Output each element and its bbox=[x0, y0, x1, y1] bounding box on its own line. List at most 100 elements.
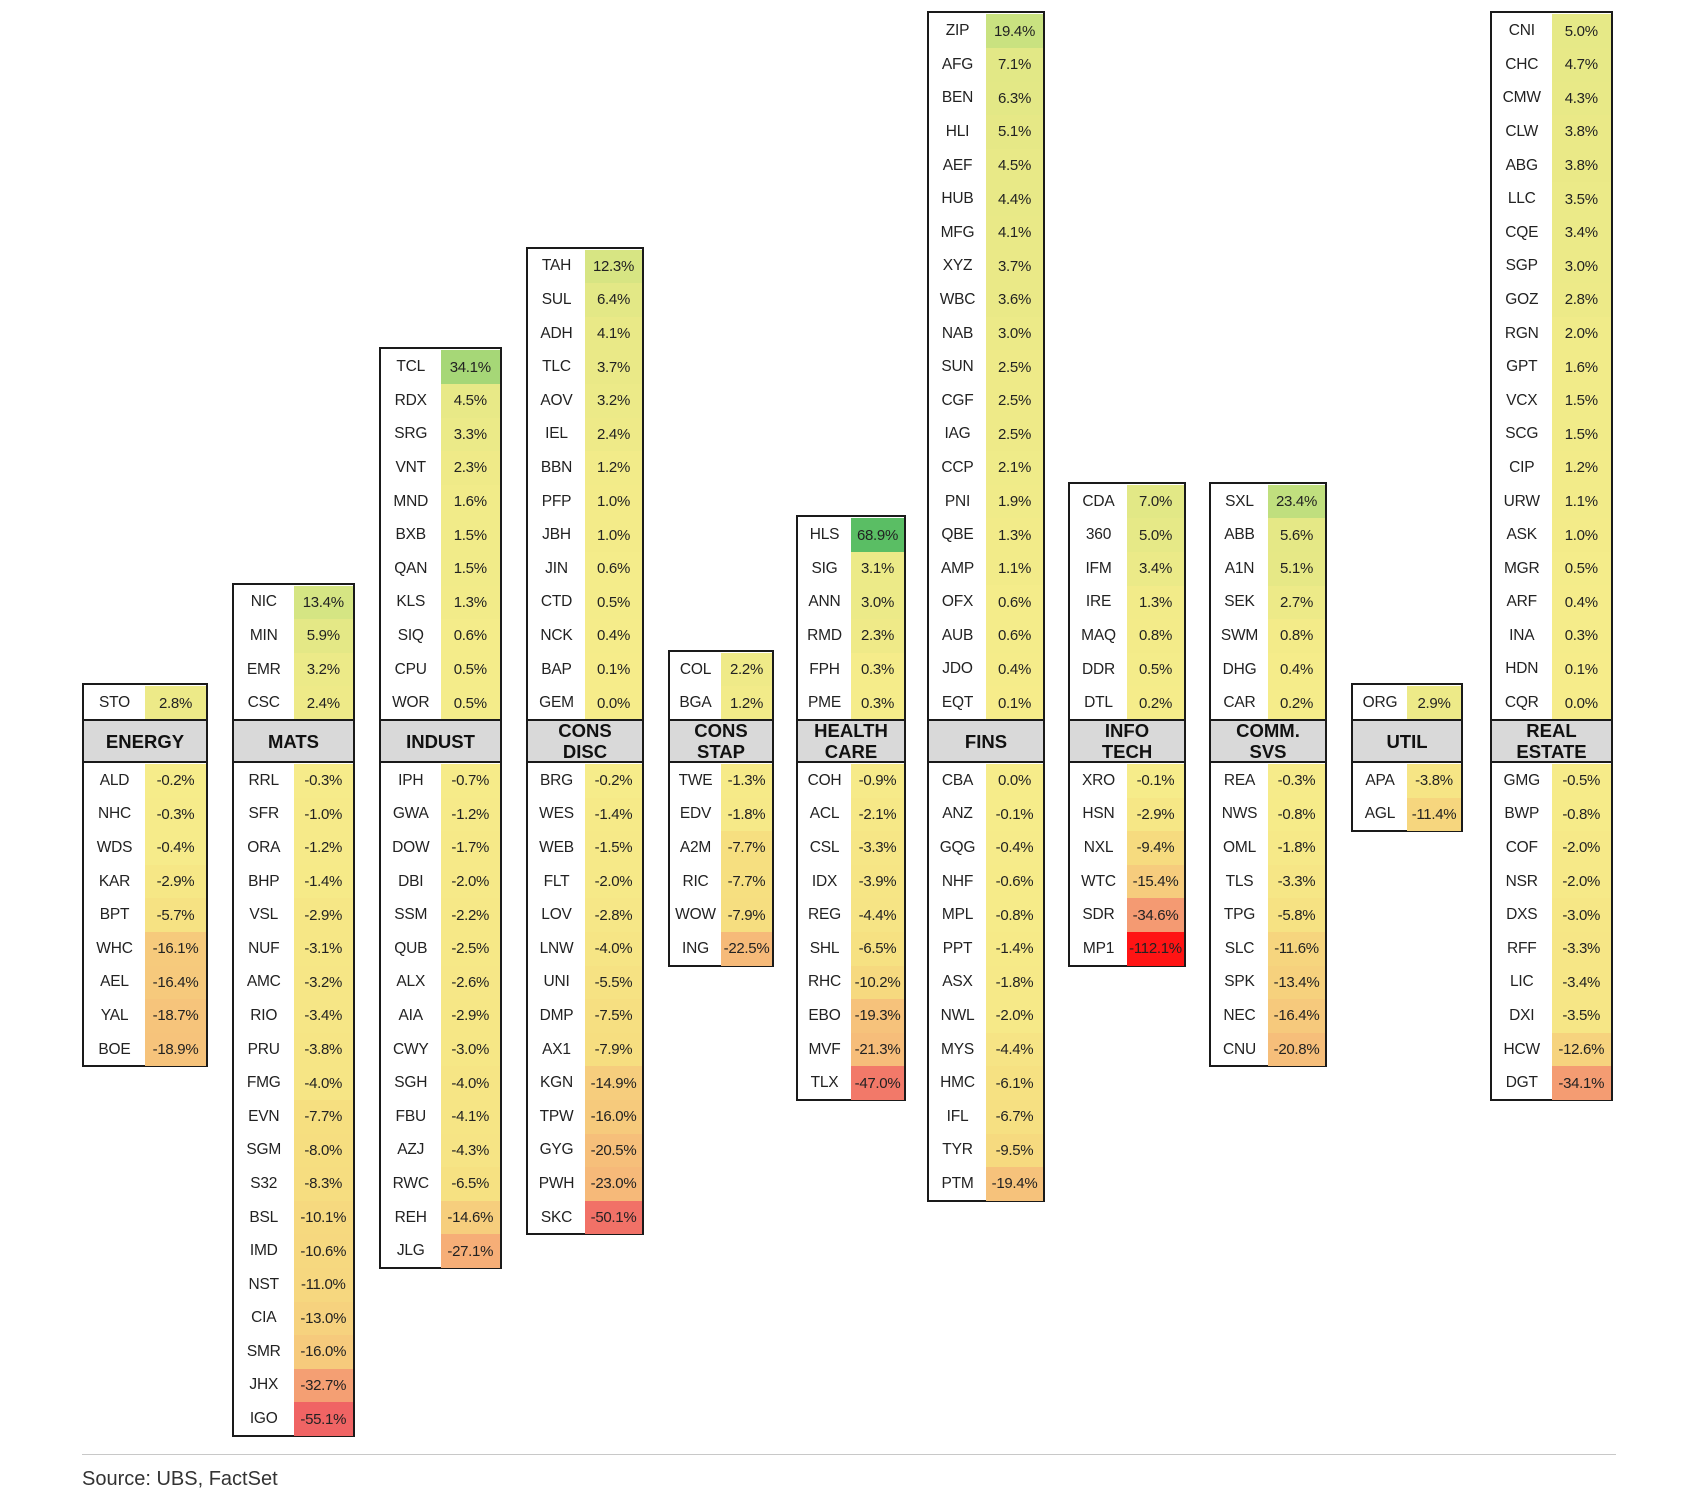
stock-return-cell: 1.9% bbox=[986, 484, 1043, 519]
stock-return-cell: 23.4% bbox=[1268, 484, 1325, 519]
stock-ticker: UNI bbox=[543, 973, 570, 991]
stock-ticker: CPU bbox=[394, 660, 427, 678]
stock-row: IMD -10.6% bbox=[234, 1234, 353, 1268]
stock-row: GWA -1.2% bbox=[381, 797, 500, 832]
stock-row: AUB 0.6% bbox=[929, 619, 1043, 653]
stock-row: TPW -16.0% bbox=[528, 1099, 642, 1134]
stock-row: NEC -16.4% bbox=[1211, 999, 1325, 1033]
stock-row: GQG -0.4% bbox=[929, 831, 1043, 865]
stock-return-cell: -16.0% bbox=[585, 1099, 642, 1134]
stock-return-cell: -4.3% bbox=[440, 1133, 500, 1168]
stock-row: IFM 3.4% bbox=[1070, 551, 1184, 586]
stock-return-cell: 0.5% bbox=[585, 585, 642, 620]
stock-return-cell: 0.4% bbox=[1551, 585, 1611, 620]
stock-return-cell: -2.6% bbox=[440, 965, 500, 1000]
stock-ticker: EMR bbox=[246, 660, 281, 678]
stock-return-cell: 1.0% bbox=[1551, 518, 1611, 552]
stock-ticker: IEL bbox=[545, 425, 568, 443]
stock-return-cell: 5.9% bbox=[293, 619, 353, 653]
stock-return-cell: 1.6% bbox=[1551, 350, 1611, 384]
stock-return-cell: -5.7% bbox=[145, 898, 206, 932]
stock-return-cell: 1.6% bbox=[440, 484, 500, 519]
stock-row: PTM -19.4% bbox=[929, 1167, 1043, 1201]
stock-return-cell: 2.5% bbox=[986, 383, 1043, 418]
stock-ticker: FMG bbox=[246, 1074, 281, 1092]
stock-return-cell: 6.3% bbox=[986, 81, 1043, 116]
stock-ticker: TLS bbox=[1225, 872, 1254, 890]
stock-ticker: NXL bbox=[1083, 838, 1114, 856]
stock-return-cell: 2.9% bbox=[1407, 686, 1461, 720]
source-divider bbox=[82, 1454, 1616, 1455]
stock-row: AOV 3.2% bbox=[528, 383, 642, 418]
stock-row: CPU 0.5% bbox=[381, 652, 500, 687]
stock-return-cell: -2.0% bbox=[986, 999, 1043, 1033]
stock-ticker: COH bbox=[807, 771, 842, 789]
stock-row: FPH 0.3% bbox=[798, 652, 904, 687]
stock-ticker: DTL bbox=[1084, 694, 1113, 712]
stock-return-cell: -14.6% bbox=[440, 1200, 500, 1235]
stock-ticker: KAR bbox=[98, 872, 131, 890]
stock-row: PME 0.3% bbox=[798, 686, 904, 720]
stock-ticker: BOE bbox=[98, 1040, 131, 1058]
stock-row: PPT -1.4% bbox=[929, 931, 1043, 966]
stock-ticker: BBN bbox=[540, 458, 573, 476]
stock-row: MGR 0.5% bbox=[1492, 551, 1611, 586]
stock-row: COH -0.9% bbox=[798, 764, 904, 798]
stock-ticker: WDS bbox=[96, 838, 133, 856]
stock-ticker: PPT bbox=[942, 939, 973, 957]
stock-return-cell: -2.0% bbox=[585, 864, 642, 899]
stock-return-cell: 0.1% bbox=[1551, 652, 1611, 687]
stock-return-cell: -7.5% bbox=[585, 999, 642, 1033]
sector-cons-stap-gainers: COL 2.2% BGA 1.2% bbox=[668, 649, 774, 721]
stock-row: IPH -0.7% bbox=[381, 764, 500, 798]
stock-ticker: SMR bbox=[246, 1342, 281, 1360]
stock-row: SDR -34.6% bbox=[1070, 898, 1184, 932]
stock-return-cell: -3.4% bbox=[293, 999, 353, 1033]
stock-return-cell: -23.0% bbox=[585, 1167, 642, 1201]
stock-return-cell: -20.5% bbox=[585, 1133, 642, 1168]
stock-return-cell: 0.3% bbox=[1551, 619, 1611, 653]
stock-row: BAP 0.1% bbox=[528, 652, 642, 687]
stock-row: LOV -2.8% bbox=[528, 898, 642, 932]
stock-ticker: COF bbox=[1505, 838, 1538, 856]
stock-ticker: ABG bbox=[1505, 156, 1538, 174]
stock-return-cell: 2.8% bbox=[1551, 283, 1611, 317]
stock-ticker: SPK bbox=[1224, 973, 1255, 991]
stock-return-cell: -2.8% bbox=[585, 898, 642, 932]
stock-return-cell: 5.0% bbox=[1127, 518, 1184, 552]
stock-return-cell: -11.6% bbox=[1268, 931, 1325, 966]
stock-row: BWP -0.8% bbox=[1492, 797, 1611, 832]
stock-row: A1N 5.1% bbox=[1211, 551, 1325, 586]
stock-ticker: IGO bbox=[249, 1410, 278, 1428]
stock-return-cell: -1.7% bbox=[440, 831, 500, 865]
stock-row: CNU -20.8% bbox=[1211, 1032, 1325, 1067]
stock-ticker: RDX bbox=[394, 391, 427, 409]
stock-row: TLX -47.0% bbox=[798, 1066, 904, 1100]
stock-row: EQT 0.1% bbox=[929, 686, 1043, 720]
stock-return-cell: 0.6% bbox=[986, 585, 1043, 620]
stock-ticker: MGR bbox=[1503, 559, 1540, 577]
stock-return-cell: 34.1% bbox=[440, 350, 500, 384]
stock-row: EDV -1.8% bbox=[670, 797, 772, 832]
stock-ticker: DGT bbox=[1505, 1074, 1538, 1092]
sector-header-info-tech: INFO TECH bbox=[1068, 719, 1186, 763]
stock-ticker: SFR bbox=[248, 805, 280, 823]
stock-return-cell: 4.1% bbox=[585, 316, 642, 351]
stock-row: SUN 2.5% bbox=[929, 350, 1043, 384]
stock-return-cell: 2.0% bbox=[1551, 316, 1611, 351]
stock-row: BSL -10.1% bbox=[234, 1200, 353, 1235]
stock-ticker: HLI bbox=[945, 122, 970, 140]
stock-return-cell: -0.8% bbox=[1551, 797, 1611, 832]
stock-row: REG -4.4% bbox=[798, 898, 904, 932]
stock-row: KLS 1.3% bbox=[381, 585, 500, 620]
stock-return-cell: 1.1% bbox=[1551, 484, 1611, 519]
stock-ticker: WBC bbox=[939, 290, 976, 308]
stock-row: WOW -7.9% bbox=[670, 898, 772, 932]
stock-ticker: MVF bbox=[808, 1040, 841, 1058]
stock-row: FBU -4.1% bbox=[381, 1099, 500, 1134]
stock-return-cell: 2.8% bbox=[145, 686, 206, 720]
stock-row: PFP 1.0% bbox=[528, 484, 642, 519]
stock-row: DGT -34.1% bbox=[1492, 1066, 1611, 1100]
stock-row: GPT 1.6% bbox=[1492, 350, 1611, 384]
stock-ticker: CMW bbox=[1502, 89, 1541, 107]
